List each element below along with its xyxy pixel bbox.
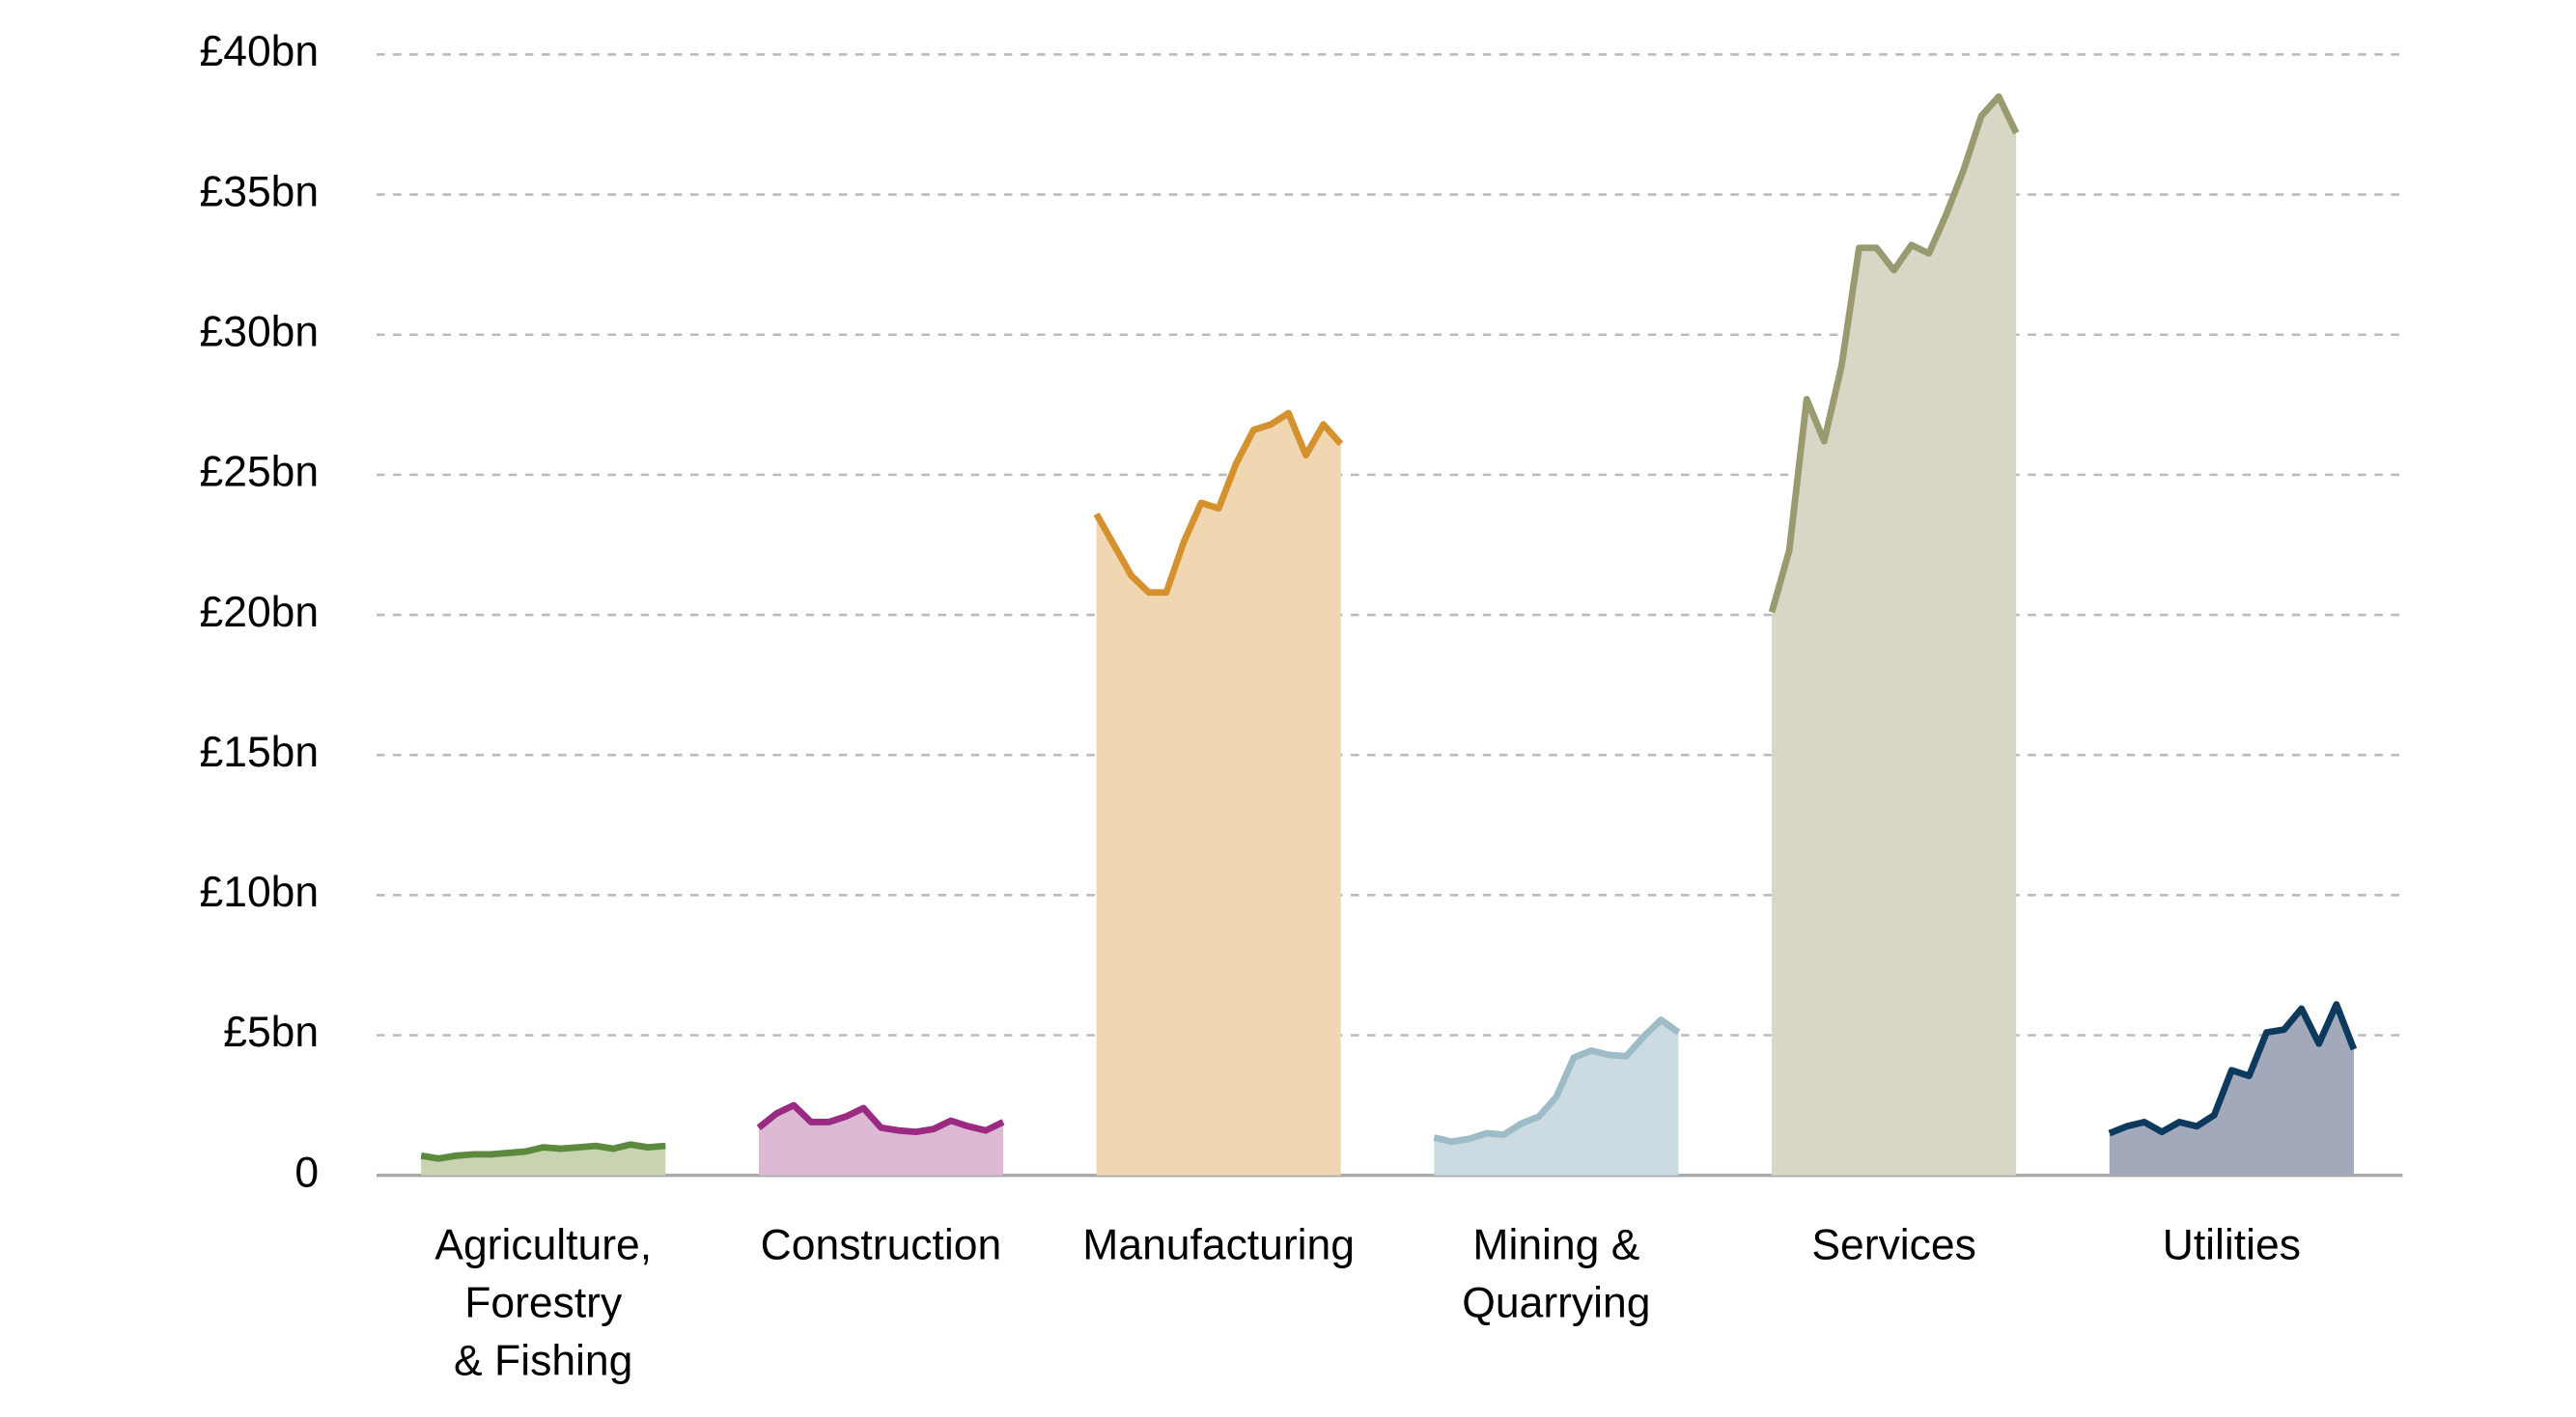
- x-tick-label: Mining &: [1472, 1222, 1639, 1269]
- area: [1096, 413, 1341, 1176]
- line: [1433, 1016, 1681, 1146]
- line: [2108, 1001, 2358, 1137]
- x-tick-label: Manufacturing: [1082, 1222, 1355, 1269]
- x-tick-label: Services: [1811, 1222, 1975, 1269]
- x-tick-label: Construction: [761, 1222, 1002, 1269]
- x-tick-label: Quarrying: [1462, 1279, 1650, 1326]
- y-tick-label: £35bn: [200, 168, 320, 215]
- line: [1768, 93, 2020, 614]
- line: [1093, 409, 1344, 597]
- area: [2109, 1004, 2354, 1176]
- area: [1772, 96, 2017, 1176]
- y-tick-label: £5bn: [223, 1009, 319, 1056]
- y-tick-label: 0: [294, 1149, 319, 1196]
- y-tick-label: £25bn: [200, 449, 320, 496]
- line: [420, 1141, 666, 1162]
- line: [756, 1101, 1005, 1136]
- area: [758, 1105, 1003, 1176]
- x-tick-label: Forestry: [464, 1279, 623, 1326]
- y-tick-label: £20bn: [200, 589, 320, 636]
- x-tick-label: Utilities: [2163, 1222, 2301, 1269]
- x-tick-label: Agriculture,: [434, 1222, 652, 1269]
- y-tick-label: £10bn: [200, 869, 320, 916]
- x-tick-label: & Fishing: [454, 1337, 632, 1384]
- y-tick-label: £40bn: [200, 28, 320, 75]
- area: [421, 1144, 666, 1176]
- y-tick-label: £30bn: [200, 308, 320, 355]
- y-tick-label: £15bn: [200, 729, 320, 776]
